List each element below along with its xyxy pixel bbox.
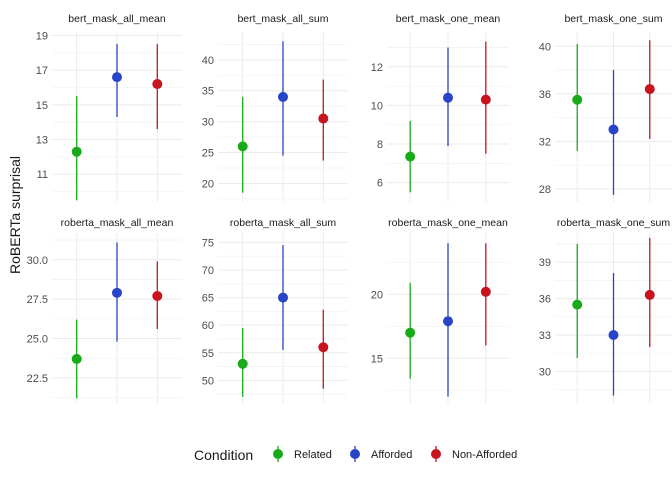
facet-panel-bert_mask_one_mean: bert_mask_one_mean 6 8 10 12 [371,13,509,202]
y-tick-label: 12 [371,62,383,74]
point-afforded [443,316,453,327]
legend-key-point [431,449,441,459]
facet-panel-roberta_mask_all_sum: roberta_mask_all_sum 50 55 60 65 70 75 [202,217,348,403]
point-related [405,327,416,338]
y-tick-label: 40 [202,55,214,67]
point-related [237,358,248,369]
y-tick-label: 50 [202,375,214,387]
y-tick-label: 8 [377,139,383,151]
point-afforded [278,91,288,102]
y-tick-label: 6 [377,178,383,190]
y-tick-label: 15 [36,100,48,112]
facet-title: bert_mask_all_mean [68,13,166,25]
legend-key-point [273,449,283,459]
point-afforded [278,292,288,303]
y-tick-label: 60 [202,320,214,332]
legend-title: Condition [194,447,253,463]
facet-panel-bert_mask_all_mean: bert_mask_all_mean 11 13 15 17 19 [36,13,182,202]
point-non-afforded [318,113,329,124]
y-tick-label: 70 [202,265,214,277]
y-tick-label: 36 [539,294,551,306]
y-tick-label: 28 [539,184,551,196]
y-tick-label: 30 [539,366,551,378]
legend-label: Afforded [371,449,412,461]
point-related [405,151,416,162]
point-non-afforded [152,290,163,301]
y-tick-label: 65 [202,293,214,305]
point-non-afforded [318,342,329,353]
facet-panel-roberta_mask_all_mean: roberta_mask_all_mean 22.5 25.0 27.5 30.0 [27,217,182,403]
y-tick-label: 33 [539,330,551,342]
point-related [71,353,82,364]
y-tick-label: 30.0 [27,255,48,267]
y-tick-label: 19 [36,30,48,42]
y-tick-label: 30 [202,117,214,129]
y-tick-label: 20 [202,178,214,190]
point-afforded [443,92,453,103]
point-related [237,141,248,152]
point-afforded [608,330,619,340]
facet-title: bert_mask_one_sum [564,13,662,25]
point-afforded [112,287,122,298]
point-related [572,94,583,105]
point-non-afforded [644,289,655,300]
y-tick-label: 55 [202,348,214,360]
y-tick-label: 40 [539,41,551,53]
legend: Condition Related Afforded Non-Afforded [194,446,517,463]
y-tick-label: 20 [371,289,383,301]
facet-title: roberta_mask_all_sum [230,217,336,229]
facet-title: roberta_mask_all_mean [61,217,174,229]
facet-panel-roberta_mask_one_sum: roberta_mask_one_sum 30 33 36 39 [539,217,672,403]
point-non-afforded [152,79,163,90]
y-tick-label: 10 [371,100,383,112]
legend-label: Non-Afforded [452,449,517,461]
point-related [71,146,82,157]
y-tick-label: 25 [202,148,214,160]
facet-title: roberta_mask_one_sum [557,217,670,229]
y-tick-label: 27.5 [27,294,48,306]
y-tick-label: 22.5 [27,373,48,385]
point-related [572,299,583,310]
facet-title: bert_mask_all_sum [237,13,328,25]
point-non-afforded [480,286,491,297]
facet-title: roberta_mask_one_mean [388,217,508,229]
legend-entry-related: Related [273,446,332,462]
legend-key-point [350,449,360,459]
y-tick-label: 75 [202,237,214,249]
legend-label: Related [294,449,332,461]
point-afforded [112,72,122,83]
facet-panel-bert_mask_one_sum: bert_mask_one_sum 28 32 36 40 [539,13,672,202]
legend-entry-non-afforded: Non-Afforded [431,446,517,462]
y-tick-label: 15 [371,353,383,365]
y-tick-label: 13 [36,135,48,147]
legend-entry-afforded: Afforded [350,446,412,462]
facet-panel-roberta_mask_one_mean: roberta_mask_one_mean 15 20 [371,217,509,403]
y-tick-label: 36 [539,89,551,101]
y-tick-label: 11 [37,169,48,181]
point-non-afforded [480,94,491,105]
y-axis-title: RoBERTa surprisal [7,156,23,274]
point-afforded [608,124,619,135]
y-tick-label: 35 [202,86,214,98]
y-tick-label: 17 [36,65,48,77]
y-tick-label: 32 [539,136,551,148]
facet-panels: bert_mask_all_mean1113151719bert_mask_al… [27,13,672,403]
y-tick-label: 39 [539,257,551,269]
facet-panel-bert_mask_all_sum: bert_mask_all_sum 20 25 30 35 40 [202,13,348,202]
facet-title: bert_mask_one_mean [396,13,501,25]
point-non-afforded [644,84,655,95]
y-tick-label: 25.0 [27,333,48,345]
